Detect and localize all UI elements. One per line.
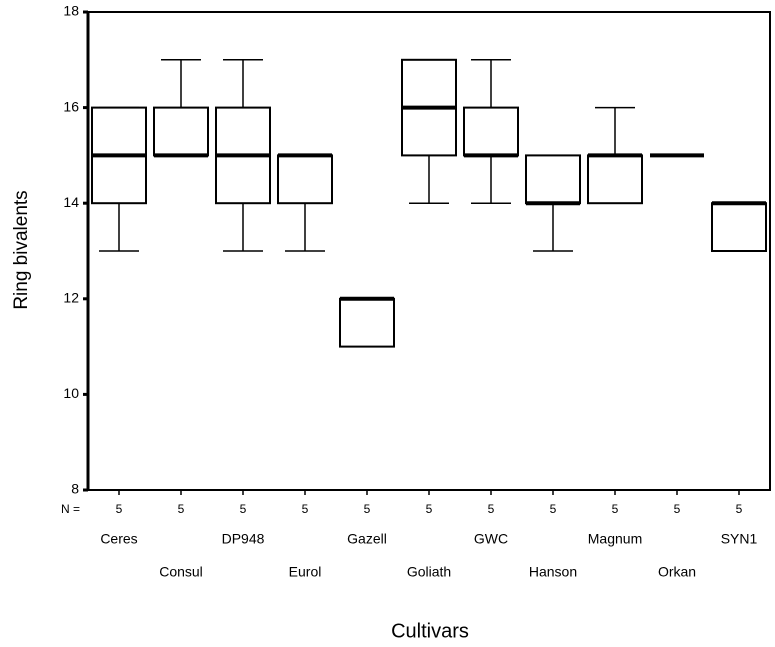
n-value: 5 <box>426 502 433 516</box>
y-axis-label: Ring bivalents <box>11 190 32 309</box>
n-value: 5 <box>736 502 743 516</box>
box <box>339 297 395 348</box>
x-tick-label: Hanson <box>529 564 577 580</box>
x-tick-label: Eurol <box>289 564 322 580</box>
box <box>525 154 581 205</box>
x-tick-label: Orkan <box>658 564 696 580</box>
box <box>587 154 643 205</box>
box <box>153 106 209 157</box>
n-value: 5 <box>550 502 557 516</box>
x-tick-label: Goliath <box>407 564 451 580</box>
n-label: N = <box>61 502 80 516</box>
x-tick-label: Ceres <box>100 531 137 547</box>
n-value: 5 <box>302 502 309 516</box>
x-tick-label: Magnum <box>588 531 642 547</box>
x-axis-label: Cultivars <box>391 620 469 642</box>
y-tick-label: 10 <box>63 385 79 401</box>
n-value: 5 <box>364 502 371 516</box>
n-value: 5 <box>240 502 247 516</box>
box <box>463 106 519 157</box>
box <box>277 154 333 205</box>
y-tick-label: 16 <box>63 98 79 114</box>
x-tick-label: Consul <box>159 564 203 580</box>
x-tick-label: SYN1 <box>721 531 758 547</box>
x-tick-label: DP948 <box>222 531 265 547</box>
n-value: 5 <box>612 502 619 516</box>
n-value: 5 <box>178 502 185 516</box>
x-tick-label: Gazell <box>347 531 387 547</box>
x-tick-label: GWC <box>474 531 508 547</box>
n-value: 5 <box>116 502 123 516</box>
y-tick-label: 14 <box>63 194 79 210</box>
y-tick-label: 8 <box>71 481 79 497</box>
y-tick-label: 12 <box>63 290 79 306</box>
box <box>711 202 767 252</box>
n-value: 5 <box>488 502 495 516</box>
y-tick-label: 18 <box>63 3 79 19</box>
n-value: 5 <box>674 502 681 516</box>
